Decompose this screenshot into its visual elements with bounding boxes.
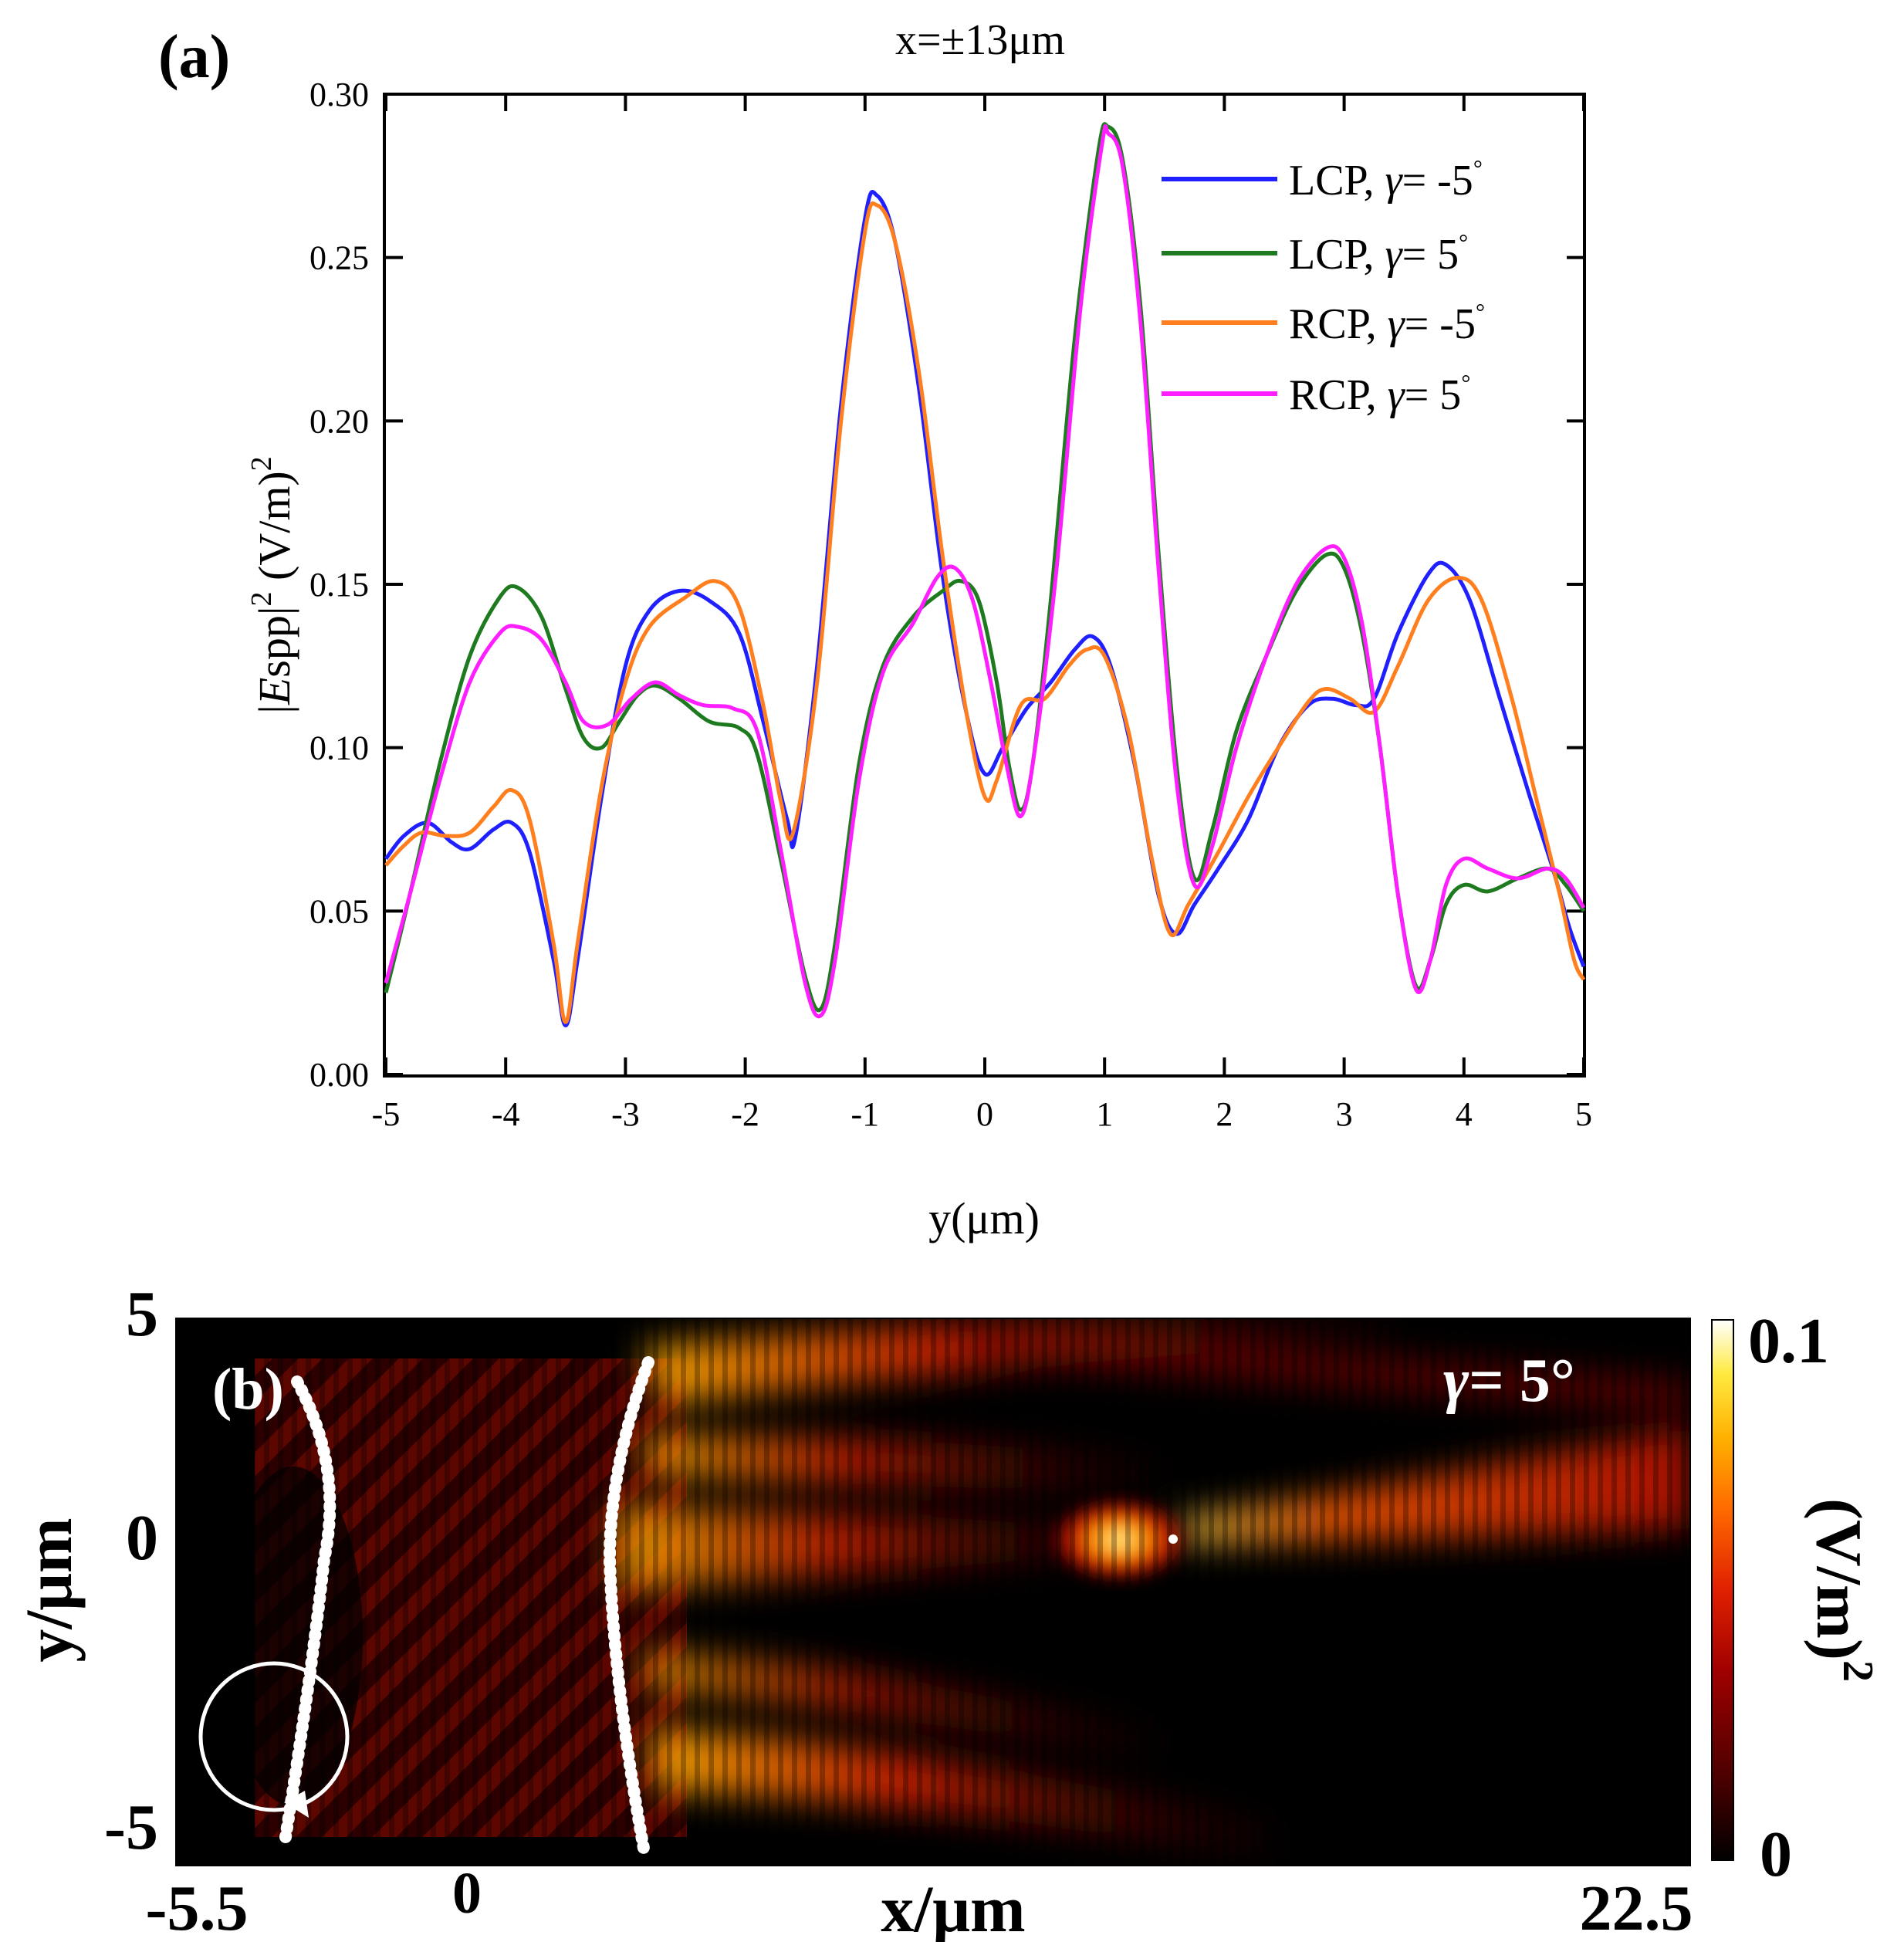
series-line-3 — [384, 123, 1586, 1019]
x-tick-label: -4 — [492, 1095, 520, 1133]
map-frame — [175, 1318, 1691, 1866]
y-tick-0: 0 — [126, 1502, 158, 1574]
panel-a: (a) x=±13μm -5 -4 -3 -2 -1 0 1 2 3 4 5 0.00 0.05 0.10… — [158, 16, 1592, 1243]
legend-label: RCP, γ= -5° — [1289, 299, 1485, 348]
y-tick-label: 0.30 — [309, 76, 369, 113]
x-tick-label: 0 — [976, 1095, 993, 1133]
y-tick-label: 0.15 — [309, 566, 369, 604]
slit-array-middle — [603, 1356, 654, 1859]
gamma-annotation: γ= 5° — [1443, 1347, 1575, 1415]
fringe-overlay — [176, 1318, 1690, 1866]
x-tick-label: -2 — [731, 1095, 759, 1133]
y-axis-title: |Espp|2 (V/m)2 — [245, 456, 299, 714]
y-tick-minus5: -5 — [104, 1791, 158, 1863]
y-tick-label: 0.25 — [309, 239, 369, 277]
colorbar-min-label: 0 — [1760, 1819, 1792, 1890]
legend-label: LCP, γ= -5° — [1289, 156, 1483, 205]
x-tick-0: 0 — [452, 1861, 482, 1926]
y-tick-label: 0.10 — [309, 729, 369, 767]
x-tick-label: 3 — [1336, 1095, 1353, 1133]
legend: LCP, γ= -5° LCP, γ= 5° RCP, γ= -5° RCP, … — [1162, 156, 1485, 419]
legend-entry-rcp-plus5: RCP, γ= 5° — [1162, 370, 1470, 419]
y-tick-5: 5 — [126, 1278, 158, 1350]
circular-polarization-icon — [198, 1661, 350, 1812]
chart-title: x=±13μm — [895, 16, 1065, 64]
y-tick-label: 0.05 — [309, 892, 369, 930]
legend-entry-lcp-minus5: LCP, γ= -5° — [1162, 156, 1483, 205]
x-tick-minus5-5: -5.5 — [146, 1873, 249, 1942]
axis-ticks: -5 -4 -3 -2 -1 0 1 2 3 4 5 0.00 0.05 0.10 0.15 0.20 0.25… — [309, 76, 1592, 1133]
y-tick-label: 0.00 — [309, 1056, 369, 1094]
field-map — [176, 1318, 1690, 1866]
colorbar-unit-label: (V/m)2 — [1803, 1498, 1882, 1682]
x-tick-label: -3 — [611, 1095, 640, 1133]
x-tick-label: -1 — [851, 1095, 879, 1133]
x-axis-title-b: x/μm — [881, 1872, 1025, 1942]
polarization-arrow-icon — [284, 1791, 309, 1818]
x-tick-label: -5 — [372, 1095, 401, 1133]
x-axis-title: y(μm) — [928, 1193, 1040, 1243]
x-tick-22-5: 22.5 — [1580, 1873, 1693, 1942]
legend-label: LCP, γ= 5° — [1289, 230, 1468, 279]
panel-b: (b) γ= 5° 5 0 -5 y/μm -5.5 0 22.5 x/μm 0… — [12, 1278, 1882, 1942]
series-lines — [384, 122, 1586, 1027]
y-tick-label: 0.20 — [309, 402, 369, 440]
panel-b-label: (b) — [212, 1357, 284, 1422]
colorbar — [1711, 1319, 1734, 1861]
colorbar-max-label: 0.1 — [1748, 1305, 1829, 1377]
slit-array-left — [279, 1375, 336, 1843]
y-axis-title-b: y/μm — [12, 1517, 86, 1662]
series-line-0 — [384, 190, 1586, 1027]
x-tick-label: 5 — [1575, 1095, 1592, 1133]
legend-entry-rcp-minus5: RCP, γ= -5° — [1162, 299, 1485, 348]
panel-a-label: (a) — [158, 23, 230, 91]
x-tick-label: 2 — [1216, 1095, 1233, 1133]
x-tick-label: 1 — [1096, 1095, 1113, 1133]
x-tick-label: 4 — [1456, 1095, 1473, 1133]
series-line-2 — [384, 201, 1586, 1024]
legend-entry-lcp-plus5: LCP, γ= 5° — [1162, 230, 1468, 279]
legend-label: RCP, γ= 5° — [1289, 370, 1470, 419]
focal-point-marker — [1168, 1534, 1178, 1544]
